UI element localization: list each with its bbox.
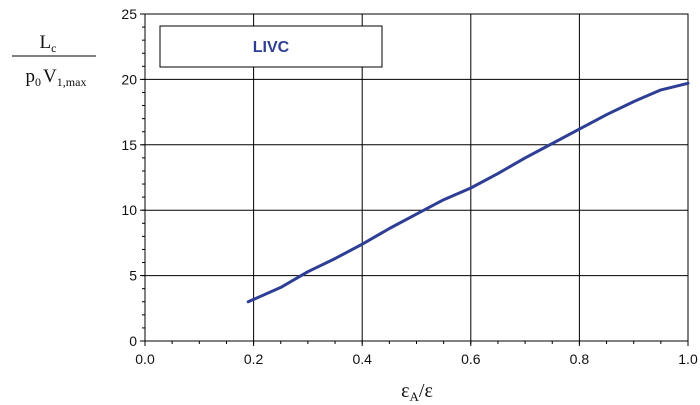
y-tick-label: 5 xyxy=(129,268,137,284)
legend-box xyxy=(159,25,383,68)
y-tick-label: 0 xyxy=(129,333,137,349)
x-tick-label: 0.8 xyxy=(570,351,590,367)
y-tick-label: 10 xyxy=(121,202,137,218)
y-tick-label: 15 xyxy=(121,137,137,153)
y-label-numerator: Lc xyxy=(40,32,57,55)
x-tick-label: 0.0 xyxy=(135,351,155,367)
series-line-livc xyxy=(246,81,690,304)
series-layer xyxy=(246,81,690,304)
y-label-denominator: p0 V1,max xyxy=(26,66,87,89)
legend-label-livc: LIVC xyxy=(253,39,290,56)
legend: LIVC xyxy=(159,25,383,68)
x-tick-label: 1.0 xyxy=(678,351,698,367)
x-tick-label: 0.4 xyxy=(352,351,372,367)
y-tick-label: 20 xyxy=(121,71,137,87)
y-axis-label: Lc p0 V1,max xyxy=(12,32,96,89)
x-axis-label: εA/ε xyxy=(401,380,433,404)
x-tick-label: 0.2 xyxy=(244,351,264,367)
x-tick-label: 0.6 xyxy=(461,351,481,367)
plot-frame xyxy=(144,13,689,342)
tick-labels: 0.0 0.2 0.4 0.6 0.8 1.0 0 5 10 15 20 25 xyxy=(121,6,698,367)
y-tick-label: 25 xyxy=(121,6,137,22)
